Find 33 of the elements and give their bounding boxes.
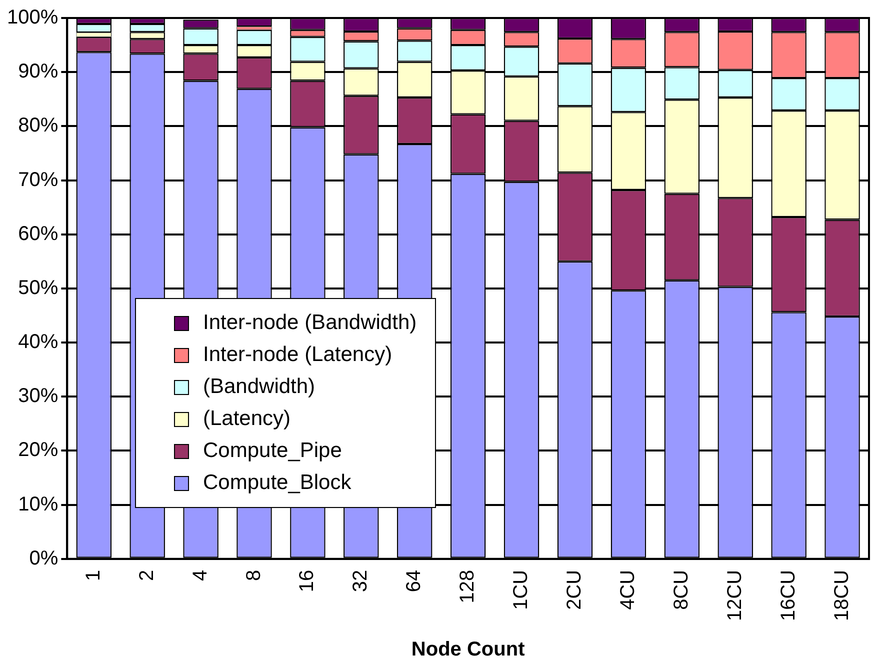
legend-label: Inter-node (Bandwidth) [203, 311, 417, 335]
x-tick-label: 8CU [670, 570, 692, 610]
y-tick-label: 40% [18, 331, 58, 354]
legend-label: (Bandwidth) [203, 375, 316, 399]
x-tick-label: 18CU [830, 570, 853, 622]
y-tick-label: 90% [18, 60, 58, 83]
legend-label: Compute_Pipe [203, 439, 342, 463]
legend-label: (Latency) [203, 407, 291, 431]
y-tick-label: 100% [6, 6, 58, 29]
y-tick-label: 10% [18, 493, 58, 516]
legend-label: Inter-node (Latency) [203, 343, 392, 367]
legend-label: Compute_Block [203, 471, 352, 495]
x-tick-label: 32 [350, 570, 372, 592]
y-tick-label: 50% [18, 276, 58, 299]
x-tick-label: 8 [242, 570, 265, 581]
x-tick-label: 12CU [724, 570, 746, 622]
x-tick-label: 16 [296, 570, 318, 592]
y-tick-label: 20% [18, 439, 58, 462]
x-tick-label: 128 [456, 570, 479, 604]
x-axis-title: Node Count [411, 638, 526, 661]
x-tick-label: 2CU [564, 570, 586, 610]
x-tick-label: 4CU [616, 570, 639, 610]
x-tick-label: 4 [189, 570, 212, 581]
y-tick-label: 80% [18, 114, 58, 137]
y-tick-label: 60% [18, 222, 58, 245]
x-tick-label: 2 [136, 570, 158, 581]
x-tick-label: 16CU [777, 570, 800, 622]
y-tick-label: 70% [18, 168, 58, 191]
y-tick-label: 30% [18, 385, 58, 408]
x-tick-label: 1CU [510, 570, 532, 610]
x-tick-label: 64 [403, 570, 426, 592]
x-tick-label: 1 [82, 570, 104, 581]
y-tick-label: 0% [29, 547, 58, 570]
